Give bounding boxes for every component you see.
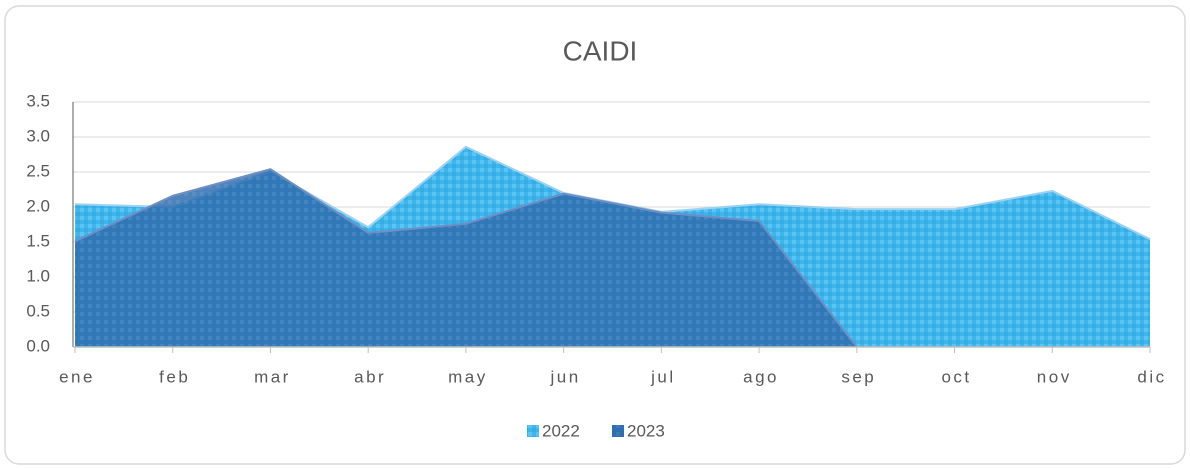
x-tick-label: dic [1137, 367, 1166, 386]
x-tick-label: sep [841, 367, 876, 386]
y-tick-label: 1.5 [26, 231, 50, 250]
x-tick-label: jul [650, 367, 676, 386]
legend-swatch [527, 425, 539, 437]
area-fill [75, 169, 857, 347]
x-tick-label: jun [550, 367, 581, 386]
y-tick-label: 0.0 [26, 336, 50, 355]
area-line [74, 168, 858, 348]
y-tick-label: 2.5 [26, 161, 50, 180]
legend-label: 2022 [542, 421, 580, 440]
y-tick-label: 2.0 [26, 196, 50, 215]
x-tick-label: ago [743, 367, 779, 386]
x-tick-label: mar [254, 367, 291, 386]
x-tick-label: feb [159, 367, 190, 386]
chart-title: CAIDI [563, 35, 638, 66]
y-tick-label: 3.5 [26, 91, 50, 110]
x-tick-label: ene [59, 367, 95, 386]
x-tick-label: nov [1037, 367, 1072, 386]
x-tick-label: may [448, 367, 488, 386]
x-tick-label: abr [354, 367, 386, 386]
y-tick-label: 1.0 [26, 266, 50, 285]
legend-swatch [612, 425, 624, 437]
x-tick-label: oct [941, 367, 971, 386]
y-tick-label: 0.5 [26, 301, 50, 320]
legend-label: 2023 [627, 421, 665, 440]
y-tick-label: 3.0 [26, 126, 50, 145]
